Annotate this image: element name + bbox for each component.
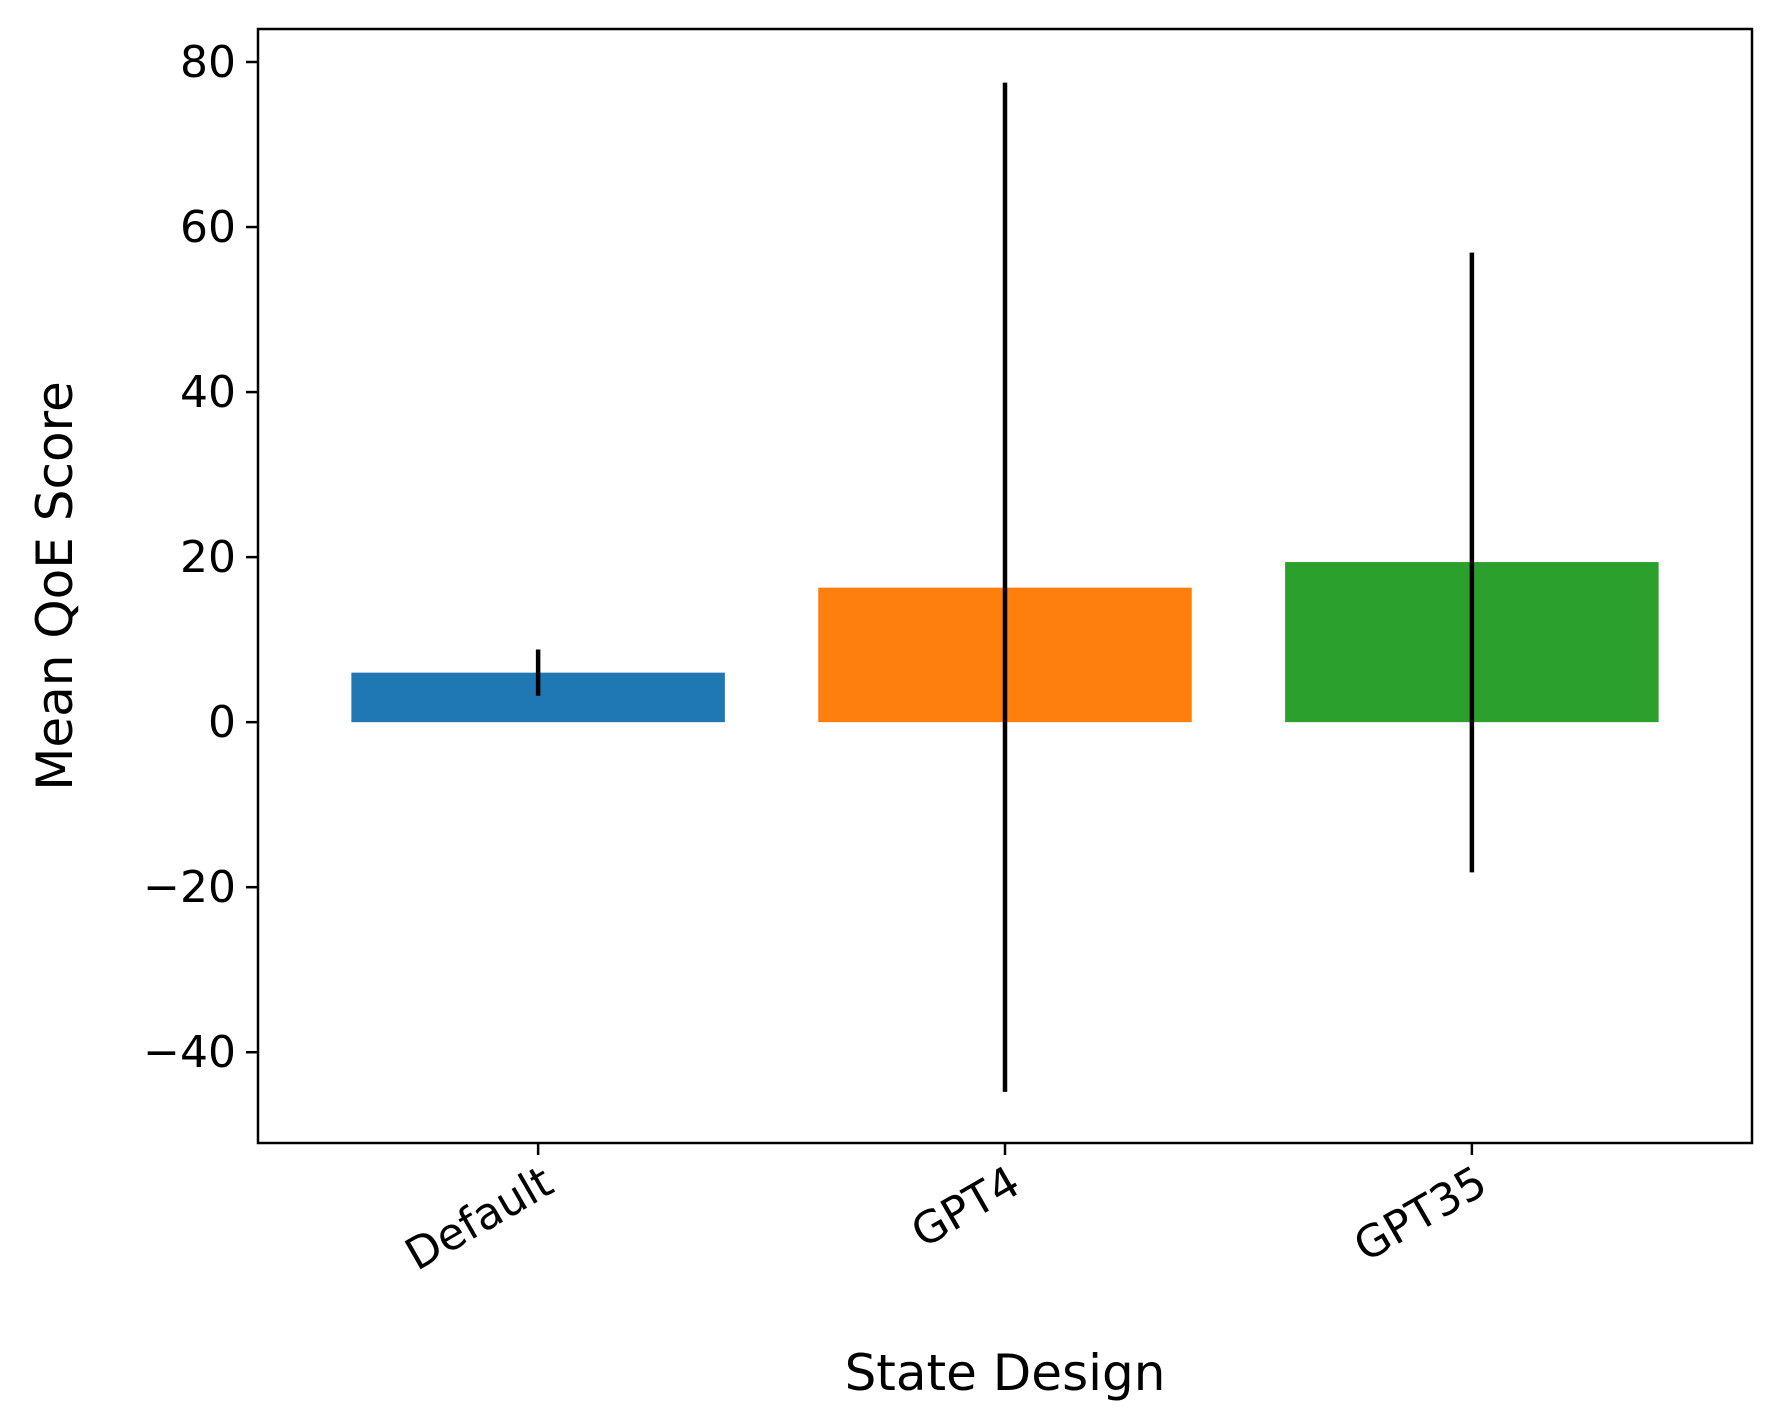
y-tick-label: 0 — [208, 697, 236, 748]
y-tick-label: 80 — [180, 37, 236, 88]
y-tick-label: 40 — [180, 367, 236, 418]
y-axis: −40 −20 0 20 40 60 80 — [143, 37, 258, 1078]
y-tick-label: −20 — [143, 862, 236, 913]
x-axis-label: State Design — [845, 1344, 1166, 1402]
error-bars-layer — [535, 82, 1475, 1092]
y-tick-label: 60 — [180, 202, 236, 253]
y-tick-label: 20 — [180, 532, 236, 583]
y-tick-label: −40 — [143, 1027, 236, 1078]
y-axis-label: Mean QoE Score — [26, 381, 84, 791]
